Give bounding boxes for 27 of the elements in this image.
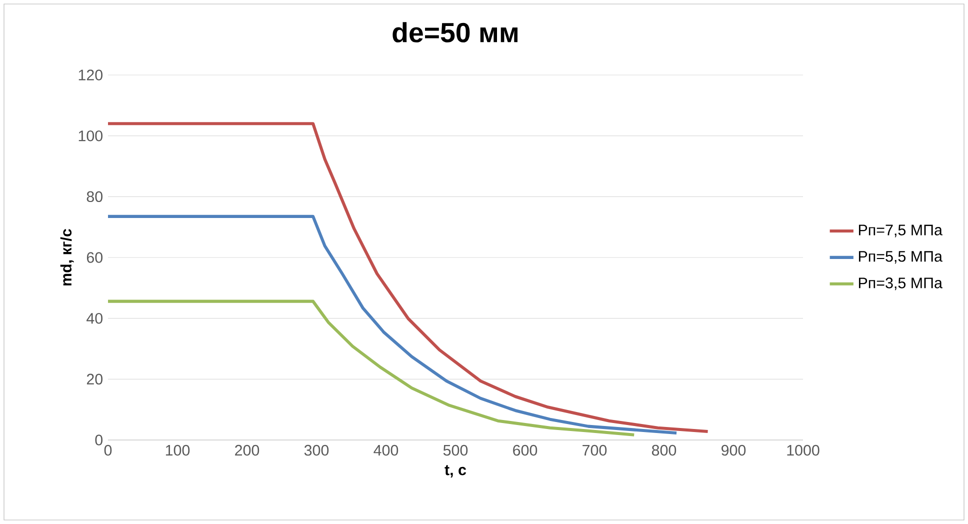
- y-axis-title: md, кг/с: [60, 228, 74, 286]
- x-tick-label: 500: [443, 444, 468, 456]
- x-axis-title: t, с: [444, 465, 466, 478]
- y-tick-label: 20: [86, 374, 102, 385]
- legend-label: Pп=5,5 МПа: [858, 251, 942, 264]
- x-tick-label: 1000: [787, 444, 820, 456]
- y-tick-label: 120: [78, 70, 102, 80]
- line-series: [106, 122, 710, 434]
- line-series: [106, 300, 636, 436]
- chart-title: de=50 мм: [392, 22, 518, 42]
- y-tick-label: 60: [86, 252, 102, 263]
- x-tick-label: 800: [652, 444, 676, 456]
- x-tick-label: 100: [166, 444, 190, 456]
- x-tick-label: 600: [513, 444, 538, 456]
- y-tick-label: 80: [86, 191, 102, 202]
- x-tick-label: 900: [722, 444, 746, 456]
- y-tick-label: 0: [95, 434, 102, 446]
- y-tick-label: 100: [78, 130, 102, 142]
- x-tick-label: 400: [374, 444, 398, 456]
- y-tick-label: 40: [86, 312, 102, 324]
- x-tick-label: 700: [582, 444, 607, 456]
- x-tick-label: 300: [304, 444, 329, 456]
- x-tick-label: 0: [104, 444, 112, 456]
- x-tick-label: 200: [235, 444, 260, 456]
- legend-label: Pп=7,5 МПа: [858, 224, 942, 238]
- line-series: [106, 214, 678, 435]
- legend-label: Pп=3,5 МПа: [858, 278, 942, 290]
